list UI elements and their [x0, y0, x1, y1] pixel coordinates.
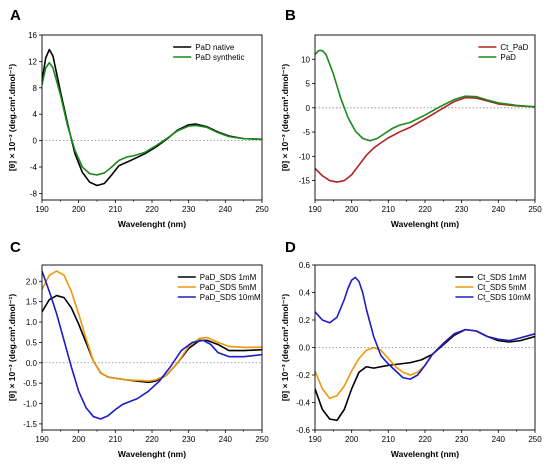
- y-tick-label: -15: [298, 177, 310, 186]
- x-axis-title: Wavelenght (nm): [118, 219, 186, 229]
- legend-entry: Ct_SDS 10mM: [477, 293, 531, 302]
- x-tick-label: 230: [455, 435, 469, 444]
- x-tick-label: 220: [418, 205, 432, 214]
- panel-b: B 190 200 210 220 230 240 250 -15 -10 -5 0 5 10 Wavele…: [280, 7, 542, 229]
- legend-entry: Ct_SDS 5mM: [477, 283, 526, 292]
- legend-entry: PaD_SDS 1mM: [200, 273, 257, 282]
- x-tick-label: 190: [35, 435, 49, 444]
- x-tick-label: 250: [255, 435, 269, 444]
- y-tick-label: -0.2: [296, 371, 310, 380]
- x-tick-label: 240: [492, 435, 506, 444]
- y-tick-label: 5: [306, 80, 311, 89]
- y-tick-label: 0.6: [299, 261, 311, 270]
- y-tick-label: 12: [28, 57, 37, 66]
- x-tick-label: 220: [418, 435, 432, 444]
- panel-d: D 190 200 210 220 230 240 250 -0.6 -0.4 -0.2 0.0 0.2…: [280, 239, 542, 459]
- y-tick-label: 1.5: [26, 298, 38, 307]
- series-line-pad-sds-10mm: [42, 270, 262, 420]
- panel-letter: A: [10, 7, 21, 24]
- x-axis-title: Wavelenght (nm): [118, 449, 186, 459]
- x-tick-label: 230: [182, 205, 196, 214]
- y-axis-title: [θ] × 10⁻³ (deg.cm².dmol⁻¹): [7, 294, 17, 401]
- y-tick-label: 0.2: [299, 316, 311, 325]
- legend-entry: PaD synthetic: [195, 53, 244, 62]
- y-tick-label: -0.5: [23, 379, 37, 388]
- y-tick-label: -8: [30, 189, 38, 198]
- x-tick-label: 200: [345, 205, 359, 214]
- series-line-pad: [315, 49, 535, 142]
- x-tick-label: 200: [72, 205, 86, 214]
- panel-c: C 190 200 210 220 230 240 250 -1.5 -1.0 -0.5 0.0 0.5…: [7, 239, 269, 459]
- series-line-ct-sds-1mm: [315, 328, 535, 422]
- y-tick-label: -1.5: [23, 420, 37, 429]
- y-tick-label: -10: [298, 152, 310, 161]
- x-tick-label: 210: [109, 205, 123, 214]
- legend-entry: PaD: [500, 53, 516, 62]
- series-line-pad-sds-1mm: [42, 294, 262, 384]
- x-tick-label: 200: [72, 435, 86, 444]
- y-axis-title: [θ] × 10⁻³ (deg.cm².dmol⁻¹): [280, 64, 290, 171]
- x-tick-label: 250: [528, 435, 542, 444]
- x-tick-label: 220: [145, 435, 159, 444]
- x-tick-label: 210: [382, 205, 396, 214]
- y-tick-label: -1.0: [23, 400, 37, 409]
- y-tick-label: 0.4: [299, 289, 311, 298]
- x-tick-label: 250: [528, 205, 542, 214]
- x-tick-label: 250: [255, 205, 269, 214]
- y-tick-label: 0.0: [26, 359, 38, 368]
- legend-entry: PaD native: [195, 43, 235, 52]
- legend-entry: Ct_PaD: [500, 43, 528, 52]
- y-tick-label: 1.0: [26, 318, 38, 327]
- x-tick-label: 190: [35, 205, 49, 214]
- y-tick-label: -0.4: [296, 399, 310, 408]
- series-line-pad-sds-5mm: [42, 270, 262, 382]
- y-tick-label: -4: [30, 163, 38, 172]
- x-tick-label: 210: [109, 435, 123, 444]
- y-tick-label: 0.0: [299, 344, 311, 353]
- legend-entry: Ct_SDS 1mM: [477, 273, 526, 282]
- x-tick-label: 210: [382, 435, 396, 444]
- x-tick-label: 190: [308, 205, 322, 214]
- y-tick-label: 10: [301, 55, 310, 64]
- x-tick-label: 200: [345, 435, 359, 444]
- y-tick-label: 4: [33, 110, 38, 119]
- y-tick-label: -5: [303, 128, 311, 137]
- panel-a: A 190 200 210 220 230 240 250 -8 -4 0 4 8 12 16 Wavelen…: [7, 7, 269, 229]
- y-tick-label: 2.0: [26, 277, 38, 286]
- x-tick-label: 240: [219, 435, 233, 444]
- y-axis-title: [θ] × 10⁻³ (deg.cm².dmol⁻¹): [280, 294, 290, 401]
- legend-entry: PaD_SDS 5mM: [200, 283, 257, 292]
- y-tick-label: 0: [306, 104, 311, 113]
- x-axis-title: Wavelenght (nm): [391, 219, 459, 229]
- series-line-ct-sds-10mm: [315, 276, 535, 380]
- y-tick-label: 8: [33, 84, 38, 93]
- panel-letter: B: [285, 7, 296, 24]
- series-line-pad-native: [42, 48, 262, 187]
- x-tick-label: 240: [219, 205, 233, 214]
- y-tick-label: 16: [28, 31, 37, 40]
- y-axis-title: [θ] × 10⁻³ (deg.cm².dmol⁻¹): [7, 64, 17, 171]
- panel-letter: C: [10, 239, 21, 256]
- x-tick-label: 230: [182, 435, 196, 444]
- x-tick-label: 230: [455, 205, 469, 214]
- series-line-pad-synthetic: [42, 61, 262, 176]
- legend-entry: PaD_SDS 10mM: [200, 293, 261, 302]
- y-tick-label: -0.6: [296, 426, 310, 435]
- x-tick-label: 240: [492, 205, 506, 214]
- x-axis-title: Wavelenght (nm): [391, 449, 459, 459]
- y-tick-label: 0.5: [26, 338, 38, 347]
- series-line-ct-pad: [315, 96, 535, 183]
- panel-letter: D: [285, 239, 296, 256]
- x-tick-label: 190: [308, 435, 322, 444]
- y-tick-label: 0: [33, 137, 38, 146]
- x-tick-label: 220: [145, 205, 159, 214]
